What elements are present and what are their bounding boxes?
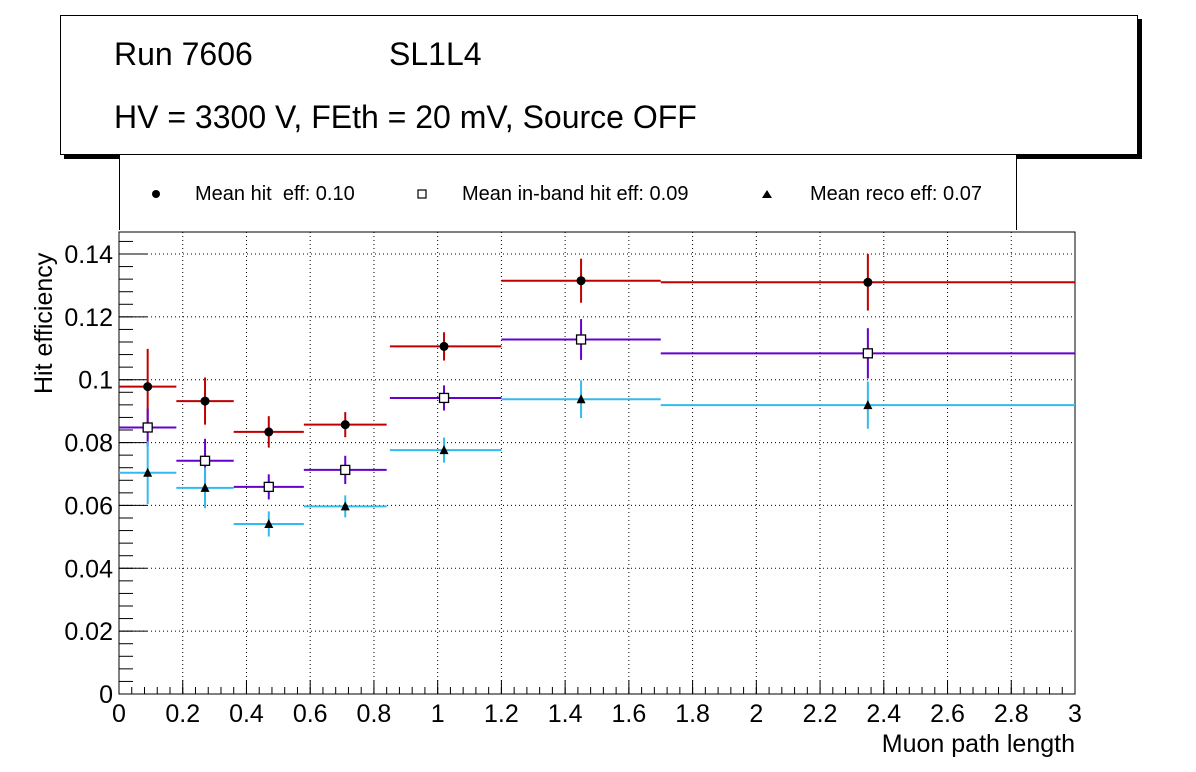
data-point <box>143 467 153 477</box>
y-tick-label: 0.14 <box>64 241 113 269</box>
x-tick-label: 2.6 <box>930 700 965 728</box>
x-axis-label: Muon path length <box>882 730 1075 758</box>
x-tick-label: 1.6 <box>611 700 646 728</box>
series-2 <box>119 380 1075 537</box>
layer-label: SL1L4 <box>389 36 482 72</box>
legend-item-inband-eff: Mean in-band hit eff: 0.09 <box>462 183 689 205</box>
x-tick-label: 0.6 <box>293 700 328 728</box>
legend-marker-circle <box>152 190 160 198</box>
x-tick-label: 1.8 <box>675 700 710 728</box>
run-label: Run 7606 <box>114 36 253 72</box>
data-point <box>576 276 586 286</box>
data-point <box>576 394 586 404</box>
conditions-label: HV = 3300 V, FEth = 20 mV, Source OFF <box>114 99 697 135</box>
y-axis-label: Hit efficiency <box>30 252 58 394</box>
title-box: Run 7606 SL1L4 HV = 3300 V, FEth = 20 mV… <box>60 15 1138 155</box>
data-point <box>264 427 274 437</box>
data-point <box>200 396 210 406</box>
legend-marker-square <box>417 189 427 199</box>
data-point <box>143 382 153 392</box>
x-tick-label: 0 <box>112 700 126 728</box>
y-tick-label: 0.04 <box>64 555 113 583</box>
series-1 <box>119 319 1075 500</box>
x-tick-label: 3 <box>1068 700 1082 728</box>
y-tick-label: 0.12 <box>64 304 113 332</box>
legend-item-hit-eff: Mean hit eff: 0.10 <box>195 183 355 205</box>
x-tick-label: 2.8 <box>994 700 1029 728</box>
x-tick-label: 2.4 <box>866 700 901 728</box>
y-tick-label: 0 <box>99 681 113 709</box>
grid <box>119 232 1075 694</box>
data-point <box>340 464 351 476</box>
x-tick-label: 1.4 <box>548 700 583 728</box>
data-point <box>863 277 873 287</box>
data-point <box>439 445 449 455</box>
x-tick-label: 0.2 <box>165 700 200 728</box>
data-point <box>575 334 587 345</box>
axis-ticks: 0 0.2 0.4 0.6 0.8 1 1.2 1.4 1.6 1.8 2 2.2 2.4 2.6 2.8 3… <box>64 240 1082 728</box>
data-point <box>340 420 350 430</box>
data-point <box>862 348 874 359</box>
series-0 <box>119 254 1075 448</box>
data-series <box>119 254 1075 537</box>
data-point <box>200 482 210 492</box>
x-tick-label: 0.4 <box>229 700 264 728</box>
y-tick-label: 0.06 <box>64 492 113 520</box>
data-point <box>142 422 153 433</box>
legend-marker-triangle <box>762 190 772 198</box>
data-point <box>264 518 274 528</box>
data-point <box>438 392 450 404</box>
x-tick-label: 2 <box>749 700 763 728</box>
data-point <box>439 341 449 351</box>
plot-frame <box>118 231 1076 695</box>
legend-item-reco-eff: Mean reco eff: 0.07 <box>810 183 982 205</box>
x-tick-label: 0.8 <box>357 700 392 728</box>
legend-markers <box>152 189 772 199</box>
data-point <box>340 501 350 511</box>
data-point <box>199 455 211 466</box>
data-point <box>863 400 873 410</box>
y-tick-label: 0.1 <box>78 367 113 395</box>
legend: Mean hit eff: 0.10 Mean in-band hit eff:… <box>119 155 1017 230</box>
data-point <box>263 481 274 493</box>
x-tick-label: 2.2 <box>803 700 838 728</box>
y-tick-label: 0.08 <box>64 430 113 458</box>
x-tick-label: 1 <box>431 700 445 728</box>
y-tick-label: 0.02 <box>64 618 113 646</box>
x-tick-label: 1.2 <box>484 700 519 728</box>
